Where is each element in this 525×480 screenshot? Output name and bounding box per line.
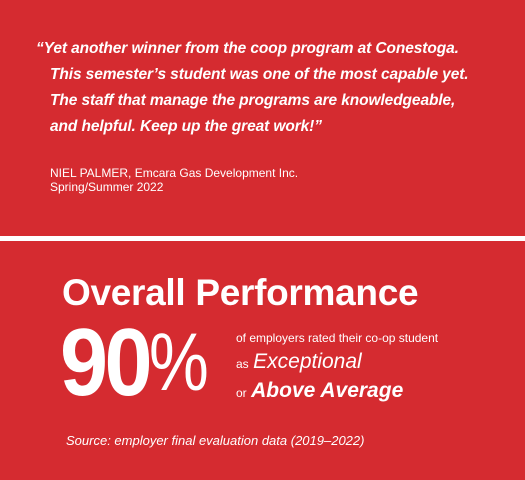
quote-line: and helpful. Keep up the great work!” — [50, 118, 322, 135]
stat-digits: 90 — [60, 309, 152, 416]
rating-label: Exceptional — [253, 350, 362, 373]
performance-heading: Overall Performance — [62, 272, 419, 313]
stat-description: of employers rated their co-op student — [236, 331, 439, 345]
rating-above-average: or Above Average — [236, 379, 438, 408]
attribution-term: Spring/Summer 2022 — [50, 180, 164, 194]
performance-stat: 90% — [60, 309, 222, 416]
testimonial-quote: “Yet another winner from the coop progra… — [36, 36, 506, 140]
rating-prefix: as — [236, 357, 249, 371]
performance-panel — [0, 241, 525, 480]
data-source-note: Source: employer final evaluation data (… — [66, 433, 365, 448]
rating-exceptional: as Exceptional — [236, 350, 438, 379]
stat-percent-symbol: % — [148, 317, 209, 408]
quote-attribution: NIEL PALMER, Emcara Gas Development Inc.… — [50, 166, 298, 194]
rating-label: Above Average — [251, 379, 404, 402]
rating-prefix: or — [236, 386, 247, 400]
testimonial-panel: “Yet another winner from the coop progra… — [0, 0, 525, 236]
quote-line: “Yet another winner from the coop progra… — [36, 40, 459, 57]
performance-detail: of employers rated their co-op student a… — [236, 330, 438, 408]
quote-line: The staff that manage the programs are k… — [50, 92, 456, 109]
attribution-author: NIEL PALMER, Emcara Gas Development Inc. — [50, 166, 299, 180]
quote-line: This semester’s student was one of the m… — [50, 66, 469, 83]
